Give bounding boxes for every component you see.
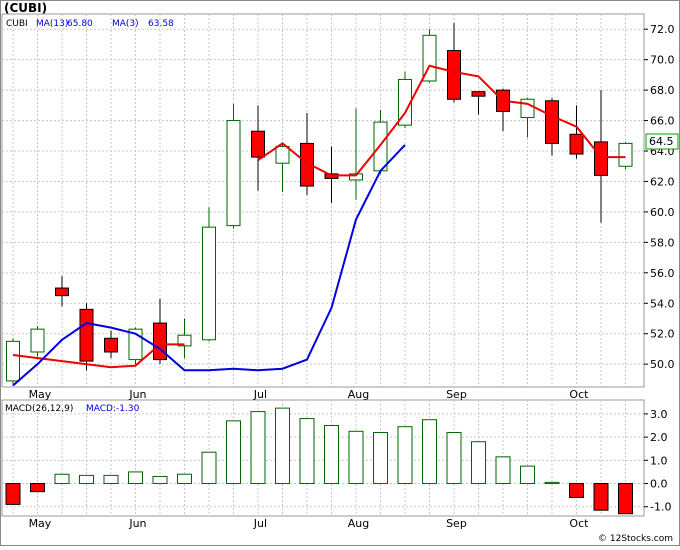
month-label: Oct <box>569 517 589 530</box>
macd-bar <box>422 419 437 485</box>
macd-bar <box>226 420 241 485</box>
price-grid <box>2 14 644 387</box>
month-label: Oct <box>569 388 589 401</box>
macd-panel-frame <box>1 399 645 517</box>
macd-tick-label: -1.0 <box>650 501 671 514</box>
candle-body <box>79 308 94 362</box>
candle-body <box>300 142 314 187</box>
month-label: Sep <box>446 388 467 401</box>
macd-bar <box>348 430 364 485</box>
macd-bar <box>618 483 633 515</box>
macd-bar <box>397 426 413 485</box>
price-tick-label: 50.0 <box>650 358 675 371</box>
macd-bar <box>544 481 560 485</box>
macd-tick-label: 3.0 <box>650 408 668 421</box>
ma13-line <box>12 144 406 387</box>
macd-tick-label: 1.0 <box>650 454 668 467</box>
macd-bar <box>177 473 192 485</box>
legend-symbol: CUBI <box>6 19 28 29</box>
macd-legend-value: MACD:-1.30 <box>86 404 140 414</box>
moving-average-lines <box>12 64 626 387</box>
candle-body <box>422 34 437 82</box>
macd-tick-label: 2.0 <box>650 431 668 444</box>
macd-bar <box>103 474 119 485</box>
macd-bar <box>446 431 462 485</box>
macd-bar <box>495 456 511 485</box>
candle-body <box>202 226 216 341</box>
ma3-line <box>12 343 185 369</box>
price-panel-frame <box>1 13 645 388</box>
macd-bar <box>324 425 339 485</box>
price-tick-label: 68.0 <box>650 84 675 97</box>
price-tick-label: 58.0 <box>650 236 675 249</box>
legend-ma13-value: 65.80 <box>67 19 93 29</box>
price-tick-label: 52.0 <box>650 328 675 341</box>
macd-bar <box>250 411 266 485</box>
legend-ma13-label: MA(13) <box>36 19 68 29</box>
price-tick-label: 66.0 <box>650 115 675 128</box>
month-label: May <box>29 517 52 530</box>
copyright-text: © 12Stocks.com <box>598 534 673 544</box>
macd-bar <box>569 483 584 498</box>
macd-bar <box>201 451 217 485</box>
macd-legend-label: MACD(26,12,9) <box>5 404 73 414</box>
legend-ma3-value: 63.58 <box>148 19 174 29</box>
candle-body <box>275 145 290 164</box>
macd-y-axis: 3.0 2.0 1.0 0.0 -1.0 <box>644 408 671 514</box>
month-label: Jun <box>128 388 146 401</box>
month-label: Jul <box>253 517 267 530</box>
candle-body <box>618 142 633 167</box>
legend-ma3-label: MA(3) <box>112 19 139 29</box>
price-tick-label: 54.0 <box>650 297 675 310</box>
price-tick-label: 70.0 <box>650 54 675 67</box>
candle-body <box>520 98 535 119</box>
month-label: Aug <box>348 517 369 530</box>
candle-body <box>226 120 241 227</box>
candle-body <box>30 328 45 353</box>
ma3-line <box>257 64 626 177</box>
price-tick-label: 60.0 <box>650 206 675 219</box>
candle-body <box>545 100 559 144</box>
macd-bar <box>593 483 609 511</box>
candle-body <box>471 91 486 97</box>
month-label: Jul <box>253 388 267 401</box>
macd-bar <box>128 471 143 485</box>
macd-x-axis: May Jun Jul Aug Sep Oct <box>29 517 590 530</box>
candle-body <box>447 50 461 100</box>
candle-body <box>569 133 584 155</box>
macd-bar <box>79 474 94 485</box>
month-label: Sep <box>446 517 467 530</box>
macd-bar <box>152 476 168 485</box>
last-price-text: 64.5 <box>649 135 674 148</box>
macd-bar <box>275 407 290 485</box>
macd-bar <box>373 431 388 485</box>
macd-bar <box>520 465 535 485</box>
price-tick-label: 56.0 <box>650 267 675 280</box>
last-price-tag <box>645 133 679 150</box>
candle-body <box>104 337 118 353</box>
macd-tick-label: 0.0 <box>650 478 668 491</box>
candle-body <box>55 287 69 297</box>
price-y-axis: 72.070.068.066.064.062.060.058.056.054.0… <box>644 23 675 371</box>
price-x-axis: May Jun Jul Aug Sep Oct <box>29 388 590 401</box>
candle-body <box>177 334 192 347</box>
candle-body <box>251 130 265 158</box>
month-label: May <box>29 388 52 401</box>
candle-body <box>6 340 20 382</box>
price-tick-label: 72.0 <box>650 23 675 36</box>
month-label: Jun <box>128 517 146 530</box>
macd-bar <box>299 418 315 485</box>
macd-bar <box>54 473 70 485</box>
price-tick-label: 62.0 <box>650 175 675 188</box>
macd-bar <box>5 483 21 505</box>
month-label: Aug <box>348 388 369 401</box>
macd-bar <box>30 483 45 493</box>
macd-bar <box>471 441 486 485</box>
macd-bar-series <box>5 407 633 515</box>
candle-body <box>594 141 608 176</box>
chart-title: (CUBI) <box>4 1 47 15</box>
